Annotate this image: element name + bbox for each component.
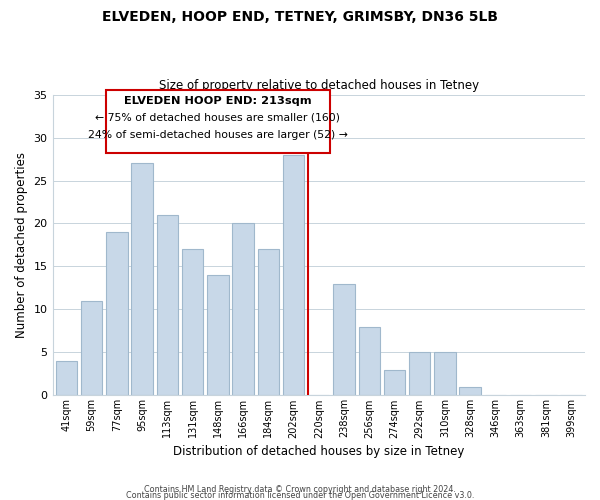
Text: ← 75% of detached houses are smaller (160): ← 75% of detached houses are smaller (16… bbox=[95, 113, 340, 123]
Bar bbox=[434, 352, 455, 396]
Bar bbox=[359, 326, 380, 396]
Bar bbox=[131, 164, 153, 396]
Bar bbox=[257, 250, 279, 396]
Bar bbox=[283, 154, 304, 396]
Text: 24% of semi-detached houses are larger (52) →: 24% of semi-detached houses are larger (… bbox=[88, 130, 348, 140]
Bar bbox=[333, 284, 355, 396]
Bar bbox=[157, 215, 178, 396]
Text: Contains public sector information licensed under the Open Government Licence v3: Contains public sector information licen… bbox=[126, 490, 474, 500]
Bar bbox=[384, 370, 405, 396]
X-axis label: Distribution of detached houses by size in Tetney: Distribution of detached houses by size … bbox=[173, 444, 464, 458]
Y-axis label: Number of detached properties: Number of detached properties bbox=[15, 152, 28, 338]
Text: ELVEDEN, HOOP END, TETNEY, GRIMSBY, DN36 5LB: ELVEDEN, HOOP END, TETNEY, GRIMSBY, DN36… bbox=[102, 10, 498, 24]
Bar bbox=[460, 387, 481, 396]
Bar bbox=[232, 224, 254, 396]
FancyBboxPatch shape bbox=[106, 90, 330, 153]
Title: Size of property relative to detached houses in Tetney: Size of property relative to detached ho… bbox=[159, 79, 479, 92]
Bar bbox=[81, 301, 103, 396]
Text: ELVEDEN HOOP END: 213sqm: ELVEDEN HOOP END: 213sqm bbox=[124, 96, 311, 106]
Bar bbox=[182, 250, 203, 396]
Text: Contains HM Land Registry data © Crown copyright and database right 2024.: Contains HM Land Registry data © Crown c… bbox=[144, 484, 456, 494]
Bar bbox=[106, 232, 128, 396]
Bar bbox=[56, 361, 77, 396]
Bar bbox=[409, 352, 430, 396]
Bar bbox=[207, 275, 229, 396]
